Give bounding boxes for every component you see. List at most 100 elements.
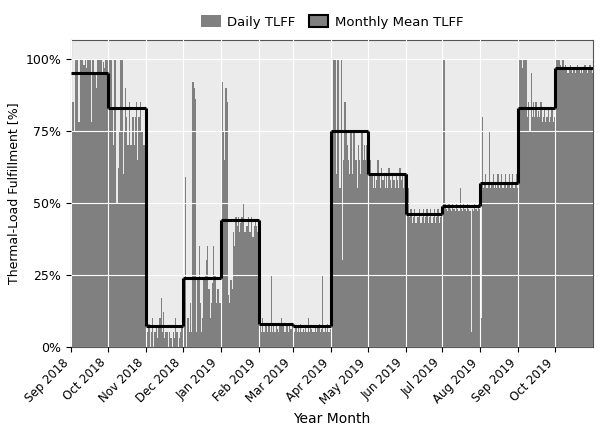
Bar bbox=[236, 226, 238, 346]
Bar bbox=[257, 232, 259, 346]
Bar bbox=[295, 326, 296, 346]
Bar bbox=[223, 131, 224, 346]
Bar bbox=[400, 168, 401, 346]
Bar bbox=[283, 326, 284, 346]
Bar bbox=[179, 338, 180, 346]
Bar bbox=[494, 188, 495, 346]
Bar bbox=[578, 68, 580, 346]
Bar bbox=[353, 131, 354, 346]
Bar bbox=[143, 145, 145, 346]
Bar bbox=[439, 223, 440, 346]
Bar bbox=[547, 116, 548, 346]
Bar bbox=[590, 68, 592, 346]
Bar bbox=[458, 211, 460, 346]
Bar bbox=[95, 88, 97, 346]
Bar bbox=[560, 65, 561, 346]
Bar bbox=[326, 332, 327, 346]
Bar bbox=[468, 209, 469, 346]
Bar bbox=[361, 131, 363, 346]
Bar bbox=[385, 188, 386, 346]
Bar bbox=[461, 209, 462, 346]
Bar bbox=[581, 68, 582, 346]
Bar bbox=[370, 160, 371, 346]
Bar bbox=[474, 203, 475, 346]
Bar bbox=[580, 74, 581, 346]
Bar bbox=[140, 102, 141, 346]
Bar bbox=[106, 59, 107, 346]
Bar bbox=[522, 68, 523, 346]
Bar bbox=[154, 332, 155, 346]
Bar bbox=[457, 209, 458, 346]
Bar bbox=[86, 68, 87, 346]
Bar bbox=[167, 332, 168, 346]
Bar bbox=[278, 332, 280, 346]
Bar bbox=[348, 160, 349, 346]
Bar bbox=[74, 131, 75, 346]
Bar bbox=[91, 122, 92, 346]
Bar bbox=[565, 65, 566, 346]
Bar bbox=[586, 68, 587, 346]
Bar bbox=[483, 188, 484, 346]
Bar bbox=[416, 217, 418, 346]
Bar bbox=[467, 203, 468, 346]
Bar bbox=[423, 209, 424, 346]
Bar bbox=[427, 209, 428, 346]
Bar bbox=[120, 59, 121, 346]
Bar bbox=[555, 59, 556, 346]
Bar bbox=[293, 318, 294, 346]
Bar bbox=[189, 332, 190, 346]
Bar bbox=[97, 59, 98, 346]
Bar bbox=[203, 281, 205, 346]
Bar bbox=[262, 318, 263, 346]
Bar bbox=[533, 102, 534, 346]
Bar bbox=[238, 217, 239, 346]
Bar bbox=[232, 289, 233, 346]
Bar bbox=[206, 260, 207, 346]
Bar bbox=[155, 326, 157, 346]
Bar bbox=[332, 260, 334, 346]
Bar bbox=[77, 59, 79, 346]
Bar bbox=[455, 211, 456, 346]
Bar bbox=[419, 209, 420, 346]
Bar bbox=[181, 326, 182, 346]
Bar bbox=[375, 188, 376, 346]
Bar bbox=[166, 332, 167, 346]
Bar bbox=[518, 59, 520, 346]
Bar bbox=[315, 326, 316, 346]
Bar bbox=[316, 332, 317, 346]
Bar bbox=[196, 332, 197, 346]
Bar bbox=[273, 323, 274, 346]
Bar bbox=[255, 220, 256, 346]
Bar bbox=[116, 203, 118, 346]
Bar bbox=[347, 145, 348, 346]
Bar bbox=[577, 65, 578, 346]
Bar bbox=[338, 59, 340, 346]
Bar bbox=[495, 183, 496, 346]
Bar bbox=[151, 332, 152, 346]
Bar bbox=[250, 232, 251, 346]
Y-axis label: Thermal-Load Fulfillment [%]: Thermal-Load Fulfillment [%] bbox=[7, 103, 20, 284]
Bar bbox=[472, 209, 473, 346]
Bar bbox=[280, 323, 281, 346]
Bar bbox=[266, 326, 267, 346]
Bar bbox=[230, 281, 232, 346]
Bar bbox=[430, 209, 431, 346]
Bar bbox=[195, 99, 196, 346]
Bar bbox=[454, 209, 455, 346]
Bar bbox=[119, 131, 120, 346]
Bar bbox=[349, 174, 350, 346]
Bar bbox=[311, 330, 313, 346]
Bar bbox=[233, 232, 234, 346]
Bar bbox=[340, 188, 341, 346]
Bar bbox=[200, 304, 201, 346]
Bar bbox=[215, 304, 217, 346]
Bar bbox=[450, 209, 451, 346]
Bar bbox=[308, 318, 309, 346]
Bar bbox=[220, 304, 221, 346]
Bar bbox=[251, 217, 253, 346]
Bar bbox=[88, 59, 89, 346]
Bar bbox=[173, 332, 174, 346]
Bar bbox=[127, 145, 128, 346]
Bar bbox=[310, 326, 311, 346]
Bar bbox=[334, 59, 335, 346]
